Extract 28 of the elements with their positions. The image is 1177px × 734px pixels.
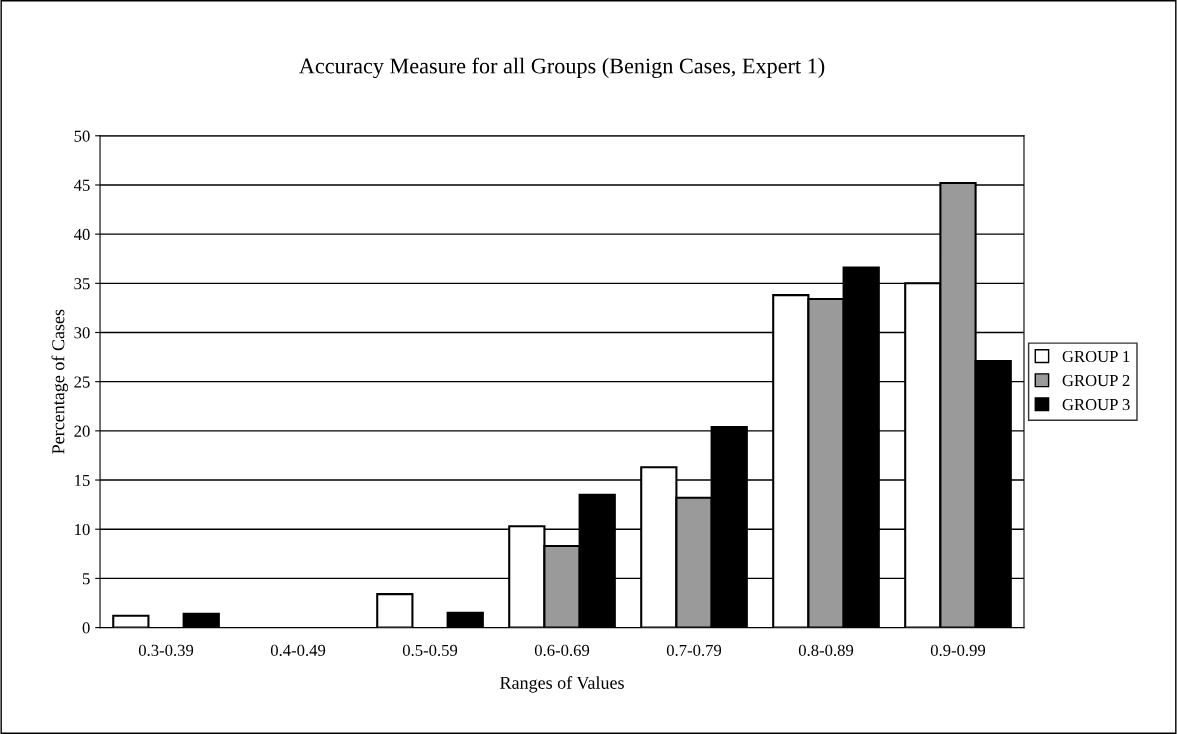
x-tick-label: 0.5-0.59 — [402, 644, 458, 657]
bar — [112, 614, 150, 628]
bar — [376, 593, 414, 628]
y-axis-title: Percentage of Cases — [51, 309, 69, 454]
x-tick-label: 0.7-0.79 — [666, 644, 722, 657]
x-tick-label: 0.6-0.69 — [534, 644, 590, 657]
x-tick-label: 0.4-0.49 — [270, 644, 326, 657]
chart-title: Accuracy Measure for all Groups (Benign Cases, Expert 1) — [299, 57, 825, 79]
x-tick-label: 0.8-0.89 — [798, 644, 854, 657]
x-axis-title: Ranges of Values — [500, 676, 624, 693]
y-tick-label: 20 — [74, 425, 90, 437]
legend-label: GROUP 2 — [1062, 374, 1130, 387]
y-tick-label: 35 — [74, 278, 90, 290]
y-tick-label: 10 — [75, 523, 90, 536]
y-tick-label: 15 — [75, 474, 90, 486]
x-tick-label: 0.3-0.39 — [138, 644, 194, 657]
legend-label: GROUP 1 — [1062, 350, 1130, 363]
y-tick-label: 45 — [73, 179, 90, 191]
y-tick-label: 25 — [74, 376, 90, 388]
y-tick-label: 40 — [73, 228, 90, 241]
bar — [182, 612, 220, 628]
legend-label: GROUP 3 — [1062, 399, 1130, 411]
y-tick-label: 50 — [74, 130, 90, 142]
bar — [446, 611, 484, 628]
y-tick-label: 5 — [82, 573, 90, 585]
x-tick-label: 0.9-0.99 — [930, 644, 986, 657]
y-tick-label: 30 — [74, 327, 90, 339]
y-tick-label: 0 — [82, 622, 90, 634]
